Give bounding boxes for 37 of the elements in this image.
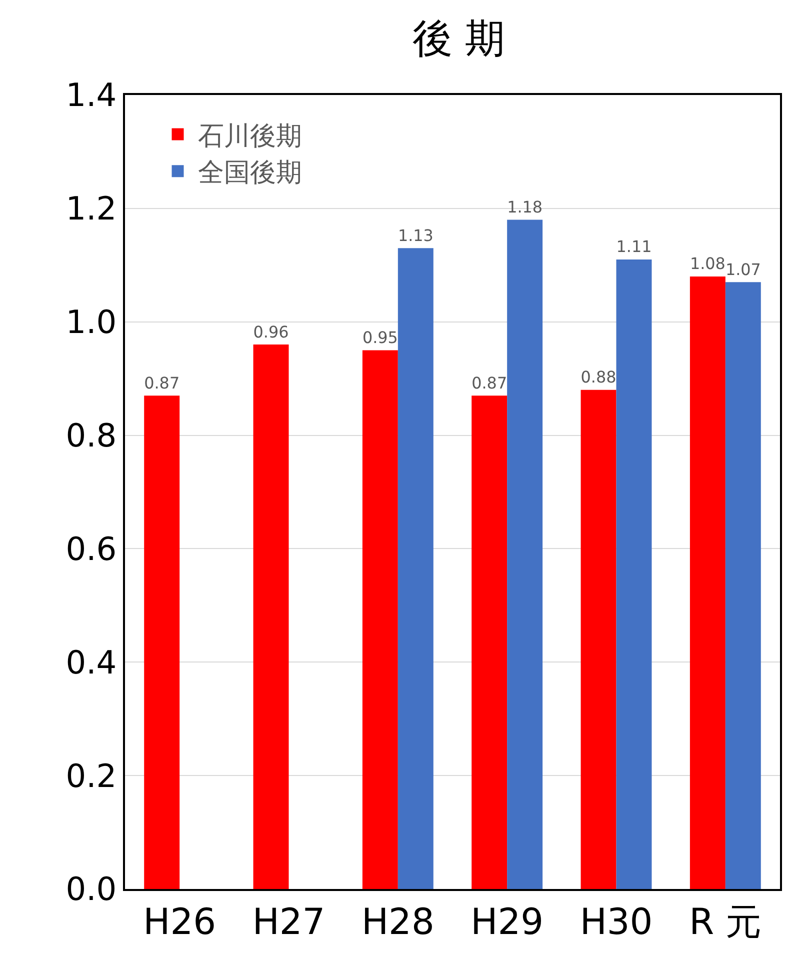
- y-tick-label: 0.8: [66, 416, 117, 454]
- bar: [580, 390, 616, 889]
- bar: [616, 259, 652, 889]
- bar: [690, 276, 726, 889]
- x-tick-label: H26: [143, 902, 216, 944]
- data-label: 1.18: [507, 198, 543, 217]
- bar: [362, 350, 398, 889]
- data-label: 1.13: [398, 226, 434, 245]
- bar: [725, 282, 761, 889]
- data-label: 1.08: [690, 254, 726, 274]
- data-label: 0.96: [253, 322, 289, 342]
- data-label: 0.87: [144, 373, 180, 392]
- bar: [144, 396, 180, 889]
- x-tick-label: H29: [470, 902, 544, 944]
- bar: [507, 220, 543, 889]
- chart-title: 後 期: [412, 16, 506, 62]
- y-tick-label: 0.0: [66, 870, 117, 908]
- bar: [472, 396, 508, 889]
- bar: [398, 248, 434, 889]
- data-label: 0.88: [580, 368, 616, 387]
- x-tick-label: R 元: [689, 902, 762, 944]
- legend-label: 全国後期: [198, 158, 302, 188]
- legend-label: 石川後期: [198, 121, 302, 152]
- bar: [253, 344, 289, 889]
- data-label: 0.87: [472, 373, 508, 392]
- x-tick-label: H28: [361, 902, 434, 944]
- y-tick-label: 0.6: [66, 530, 117, 568]
- y-tick-label: 0.2: [66, 756, 117, 795]
- y-tick-label: 1.0: [66, 303, 117, 342]
- data-label: 0.95: [362, 328, 398, 347]
- data-label: 1.07: [725, 260, 761, 279]
- data-label: 1.11: [616, 237, 652, 256]
- y-tick-label: 1.2: [66, 190, 117, 228]
- x-tick-label: H27: [252, 902, 326, 944]
- x-tick-label: H30: [580, 902, 653, 944]
- y-tick-label: 1.4: [66, 76, 117, 114]
- y-tick-label: 0.4: [66, 643, 117, 682]
